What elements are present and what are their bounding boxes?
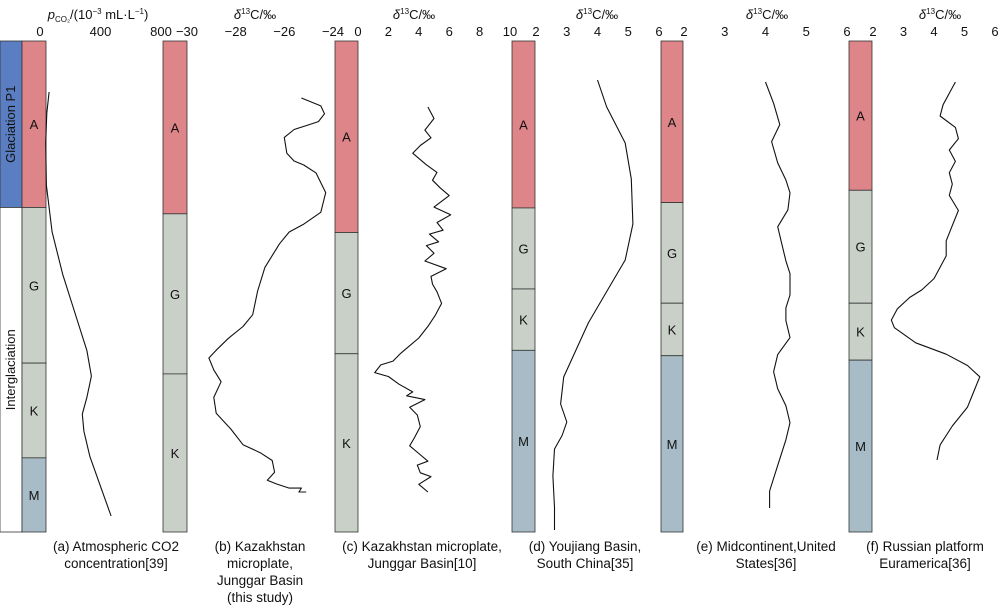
- curve-d: [552, 79, 634, 530]
- curve-f: [890, 81, 981, 461]
- xlabel-d: δ13C/‰: [576, 7, 618, 22]
- xtick-f-3: 5: [961, 24, 968, 39]
- xtick-c-5: 10: [503, 24, 517, 39]
- xtick-b-0: −30: [176, 24, 198, 39]
- xlabel-f: δ13C/‰: [919, 7, 961, 22]
- xtick-c-3: 6: [446, 24, 453, 39]
- xtick-d-3: 5: [625, 24, 632, 39]
- xtick-f-1: 3: [900, 24, 907, 39]
- xtick-d-2: 4: [594, 24, 601, 39]
- unit-label-g-col1: G: [170, 287, 180, 302]
- xtick-b-3: −24: [322, 24, 344, 39]
- unit-label-a-col4: A: [668, 115, 677, 130]
- xtick-b-2: −26: [273, 24, 295, 39]
- xtick-e-4: 6: [843, 24, 850, 39]
- xtick-c-2: 4: [415, 24, 422, 39]
- caption-e: (e) Midcontinent,United States[36]: [696, 539, 836, 571]
- xlabel-b: δ13C/‰: [234, 7, 276, 22]
- xtick-a-0: 0: [36, 24, 43, 39]
- xtick-e-2: 4: [762, 24, 769, 39]
- xlabel-e: δ13C/‰: [746, 7, 788, 22]
- xtick-c-4: 8: [476, 24, 483, 39]
- unit-label-k-col1: K: [171, 446, 180, 461]
- unit-k-col2: [334, 353, 359, 533]
- unit-label-a-col5: A: [856, 109, 865, 124]
- xtick-f-0: 2: [869, 24, 876, 39]
- stage-label-glaciation: Glaciation P1: [3, 86, 18, 163]
- xtick-a-1: 400: [90, 24, 112, 39]
- caption-f: (f) Russian platform Euramerica[36]: [866, 539, 984, 571]
- unit-m-col5: [848, 359, 873, 533]
- unit-label-m-col4: M: [667, 437, 678, 452]
- xtick-f-4: 6: [991, 24, 998, 39]
- xtick-d-1: 3: [563, 24, 570, 39]
- unit-label-g-col0: G: [29, 278, 39, 293]
- xlabel-a: pCO₂/(10−3 mL·L−1): [47, 7, 149, 24]
- unit-label-m-col3: M: [518, 434, 529, 449]
- unit-label-a-col2: A: [342, 130, 351, 145]
- unit-m-col3: [511, 349, 536, 533]
- unit-label-a-col1: A: [171, 120, 180, 135]
- xtick-c-1: 2: [385, 24, 392, 39]
- xtick-f-2: 4: [930, 24, 937, 39]
- unit-label-a-col3: A: [519, 117, 528, 132]
- unit-label-k-col2: K: [342, 436, 351, 451]
- unit-label-a-col0: A: [30, 117, 39, 132]
- unit-a-col0: [21, 40, 47, 208]
- stage-label-interglaciation: Interglaciation: [3, 329, 18, 410]
- xtick-e-1: 3: [721, 24, 728, 39]
- caption-b: (b) Kazakhstan microplate, Junggar Basin…: [214, 539, 306, 605]
- unit-k-col1: [162, 373, 188, 533]
- xlabel-c: δ13C/‰: [393, 7, 435, 22]
- xtick-c-0: 0: [354, 24, 361, 39]
- unit-label-k-col0: K: [30, 403, 39, 418]
- unit-label-g-col4: G: [667, 246, 677, 261]
- unit-label-m-col5: M: [855, 439, 866, 454]
- unit-label-k-col5: K: [856, 325, 865, 340]
- unit-label-g-col2: G: [341, 286, 351, 301]
- unit-g-col1: [162, 213, 188, 375]
- unit-label-g-col5: G: [855, 240, 865, 255]
- curve-c: [374, 106, 452, 493]
- unit-label-k-col3: K: [519, 313, 528, 328]
- unit-m-col0: [21, 457, 47, 533]
- caption-d: (d) Youjiang Basin, South China[35]: [528, 539, 642, 571]
- caption-a: (a) Atmospheric CO2 concentration[39]: [52, 539, 180, 571]
- curve-a: [45, 91, 112, 517]
- unit-label-g-col3: G: [518, 241, 528, 256]
- unit-a-col1: [162, 40, 188, 215]
- unit-label-k-col4: K: [668, 322, 677, 337]
- curve-b: [208, 97, 327, 493]
- xtick-d-4: 6: [655, 24, 662, 39]
- caption-c: (c) Kazakhstan microplate, Junggar Basin…: [342, 539, 502, 571]
- curve-e: [764, 81, 791, 508]
- unit-k-col0: [21, 362, 47, 459]
- xtick-e-0: 2: [680, 24, 687, 39]
- xtick-b-1: −28: [225, 24, 247, 39]
- unit-label-m-col0: M: [29, 488, 40, 503]
- xtick-e-3: 5: [803, 24, 810, 39]
- unit-m-col4: [660, 355, 684, 533]
- xtick-a-2: 800: [150, 24, 172, 39]
- xtick-d-0: 2: [532, 24, 539, 39]
